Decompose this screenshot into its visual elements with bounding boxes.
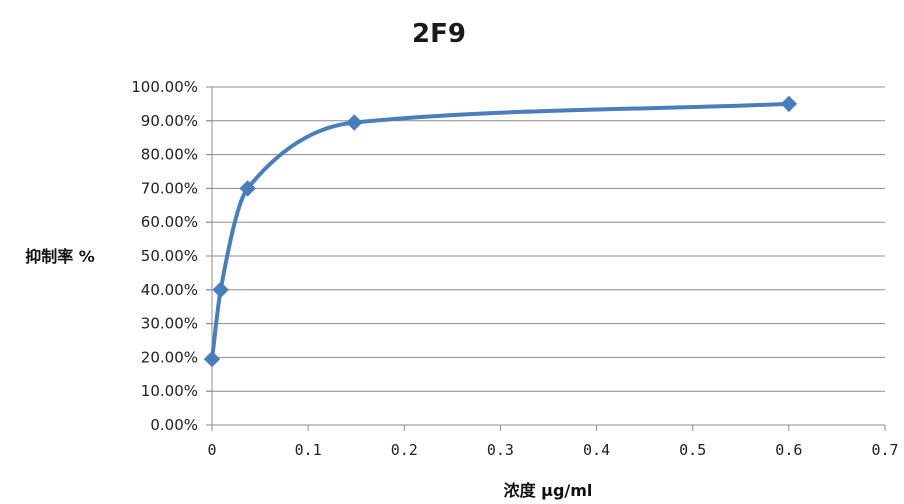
y-tick-label: 70.00%: [141, 179, 198, 197]
y-tick-label: 100.00%: [131, 78, 198, 96]
y-tick-label: 0.00%: [150, 416, 198, 434]
y-tick-label: 10.00%: [141, 382, 198, 400]
x-tick-labels: 0 0.1 0.2 0.3 0.4 0.5 0.6 0.7: [207, 441, 898, 459]
y-tick-labels: 0.00% 10.00% 20.00% 30.00% 40.00% 50.00% 60.00…: [131, 78, 198, 434]
y-tick-label: 20.00%: [141, 348, 198, 366]
x-tick-label: 0.3: [487, 441, 514, 459]
x-tick-label: 0.5: [679, 441, 706, 459]
x-tick-label: 0.1: [295, 441, 322, 459]
y-tick-label: 30.00%: [141, 315, 198, 333]
series-line: [210, 101, 791, 362]
x-tick-label: 0.6: [775, 441, 802, 459]
x-axis-label: 浓度 μg/ml: [504, 481, 593, 500]
x-tick-label: 0: [207, 441, 216, 459]
data-point-marker: [239, 180, 256, 197]
data-point-marker: [212, 281, 229, 299]
series-layer: [203, 95, 798, 368]
data-point-marker: [203, 350, 221, 368]
gridlines: [206, 86, 885, 392]
y-tick-label: 50.00%: [141, 247, 198, 265]
x-tick-label: 0.2: [391, 441, 418, 459]
y-axis-label: 抑制率 %: [25, 247, 95, 266]
data-point-marker: [780, 95, 798, 113]
y-tick-label: 60.00%: [141, 213, 198, 231]
y-tick-label: 80.00%: [141, 146, 198, 164]
data-point-marker: [346, 114, 363, 131]
x-tick-label: 0.7: [871, 441, 898, 459]
x-tick-label: 0.4: [583, 441, 610, 459]
y-tick-label: 40.00%: [141, 281, 198, 299]
axes: [206, 86, 886, 431]
y-tick-label: 90.00%: [141, 112, 198, 130]
chart-title: 2F9: [412, 19, 466, 49]
